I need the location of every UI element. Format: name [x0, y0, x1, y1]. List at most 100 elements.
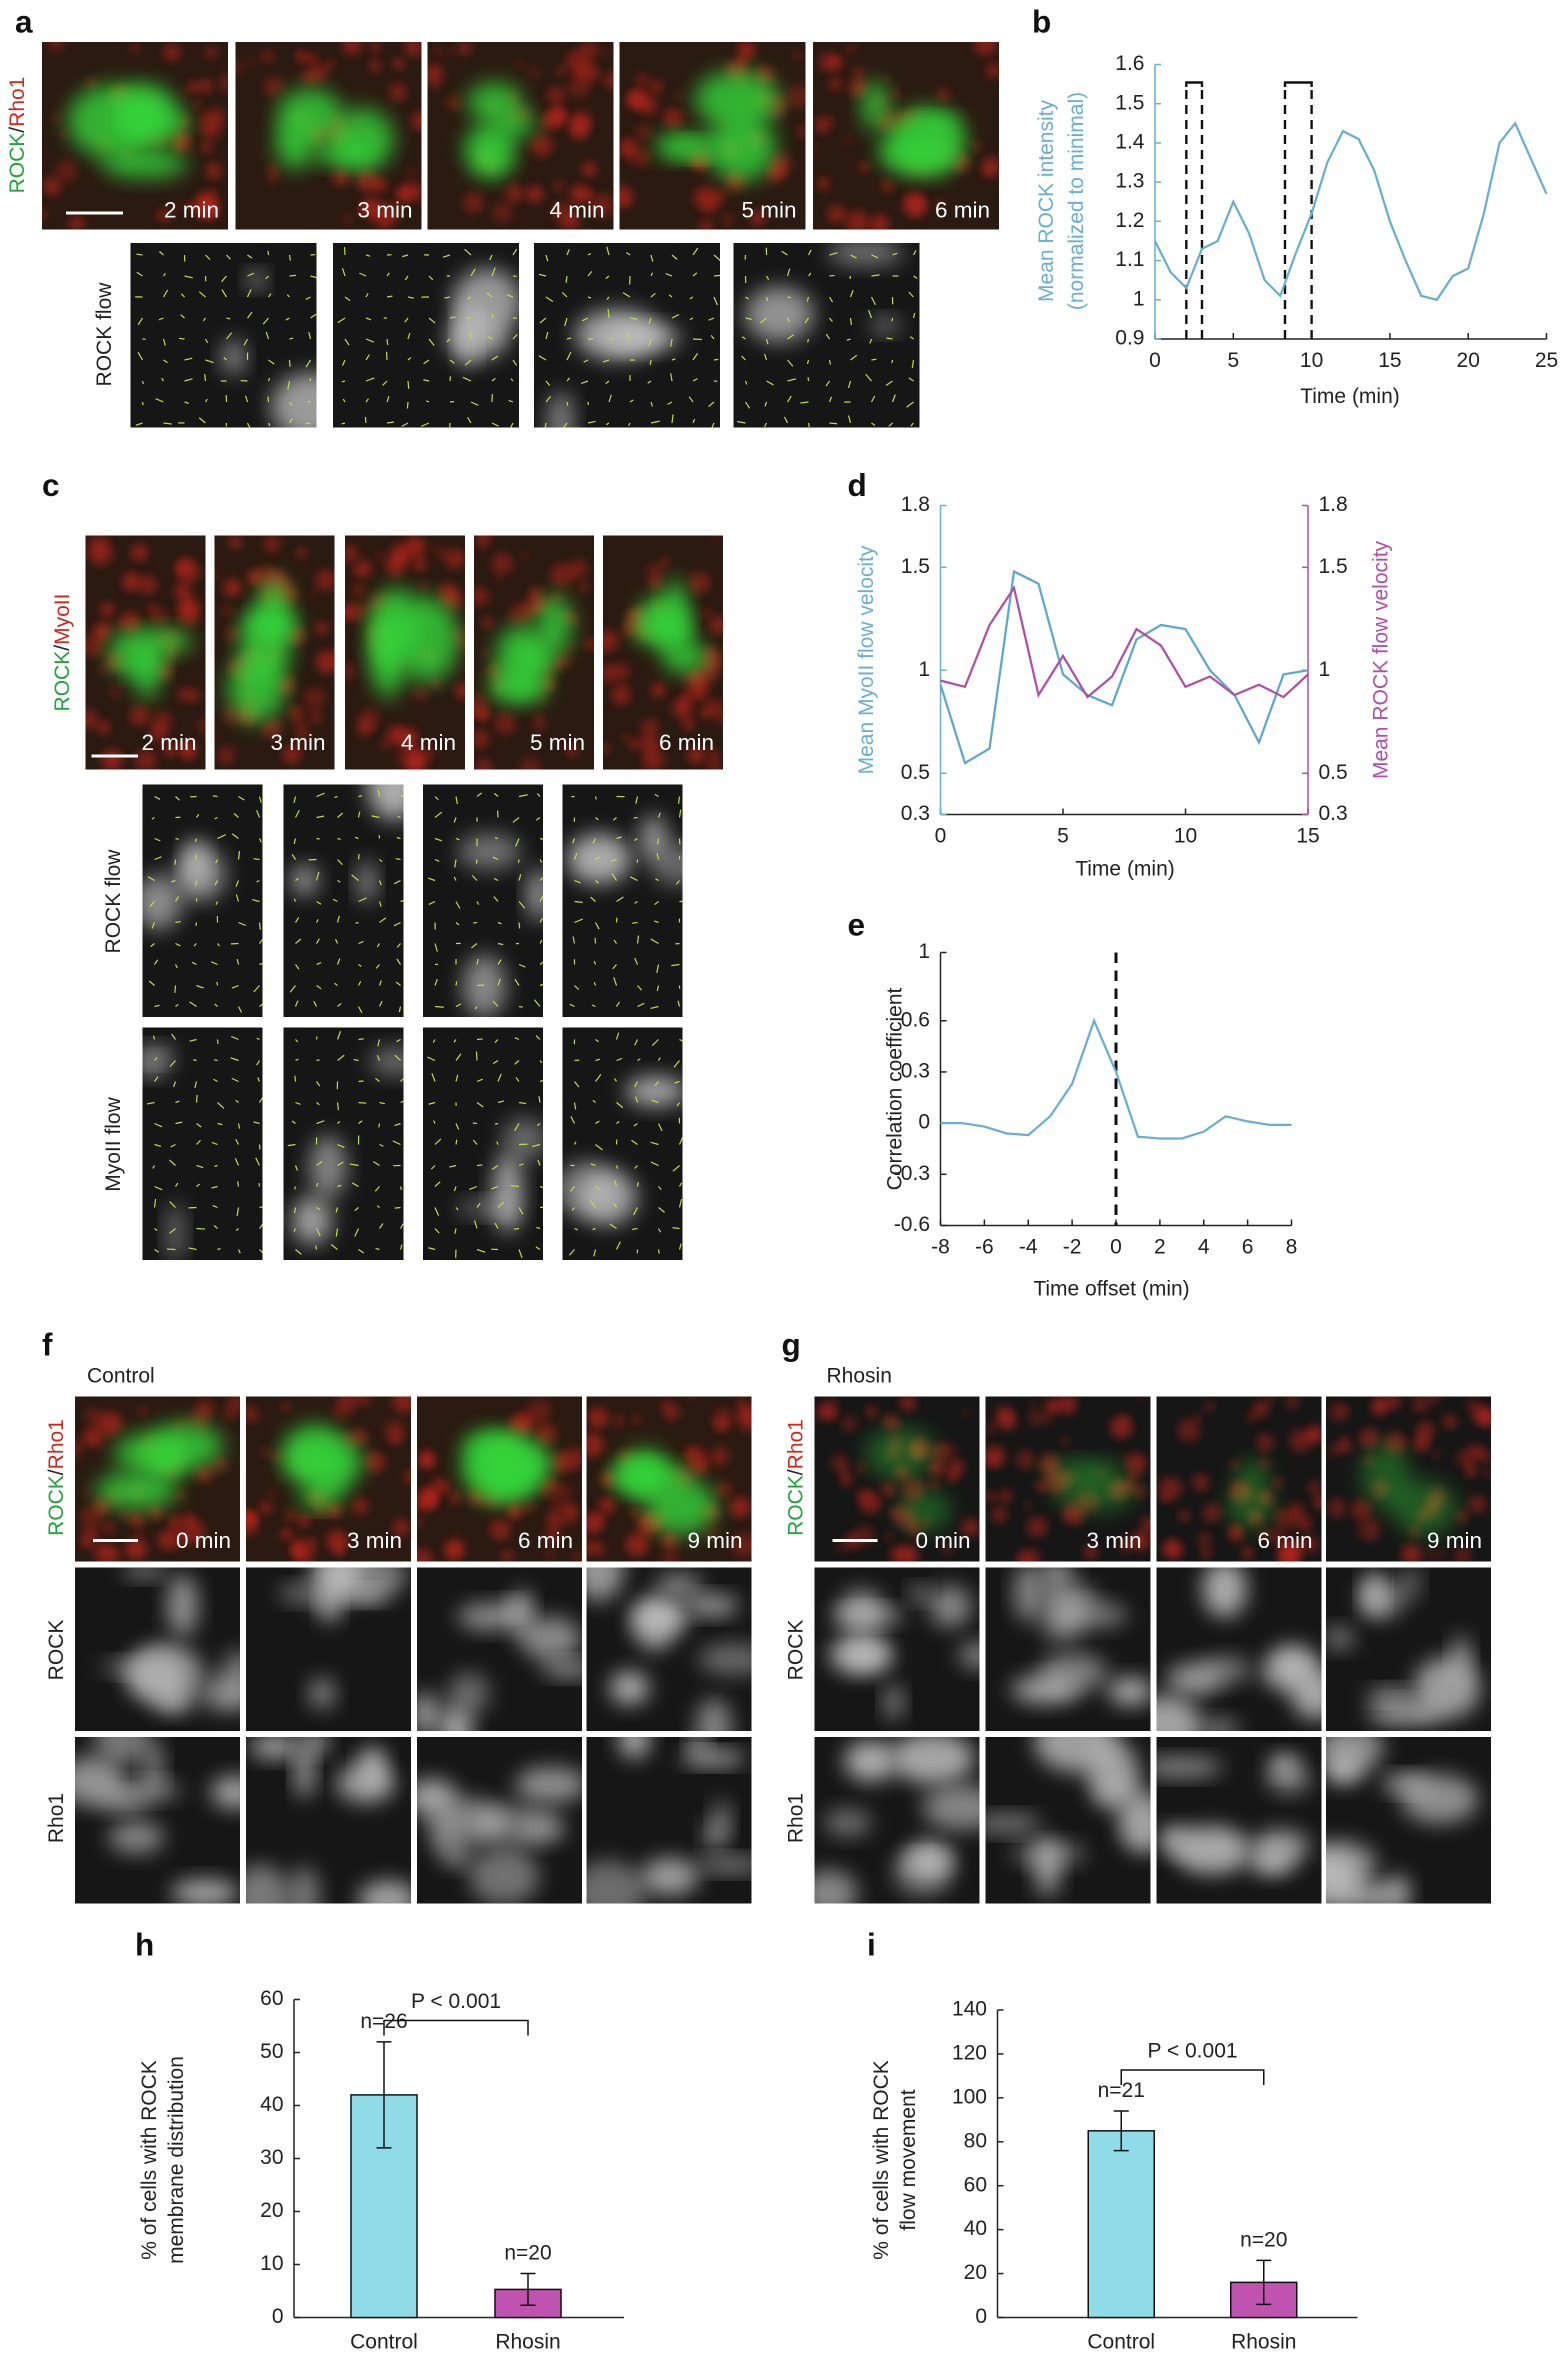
flow-arrow	[566, 377, 571, 382]
flow-arrow	[213, 1225, 218, 1229]
red-speckle	[1442, 1414, 1457, 1429]
micrograph	[586, 1737, 752, 1904]
flow-arrow	[449, 1164, 457, 1168]
flow-arrow	[538, 273, 547, 277]
flow-arrow	[518, 901, 526, 909]
flow-arrow	[204, 338, 209, 344]
flow-arrow	[506, 294, 514, 298]
gray-blob	[367, 784, 404, 821]
panel-letter: b	[1032, 3, 1051, 39]
flow-arrow	[496, 1141, 499, 1145]
flow-arrow	[518, 1101, 527, 1105]
flow-arrow	[216, 981, 219, 986]
flow-arrow	[587, 253, 592, 256]
condition-label: Control	[87, 1365, 155, 1388]
row-label: Rho1	[45, 1793, 68, 1843]
red-speckle	[581, 161, 597, 177]
green-blob	[94, 1472, 178, 1510]
flow-arrow	[316, 1120, 325, 1125]
gray-blob	[166, 1202, 185, 1260]
red-speckle	[474, 729, 490, 749]
red-speckle	[705, 1528, 716, 1539]
red-speckle	[300, 68, 318, 86]
flow-arrow	[656, 964, 660, 973]
red-speckle	[601, 48, 609, 57]
red-speckle	[1134, 1485, 1147, 1498]
micrograph-content	[42, 42, 228, 230]
flow-arrow	[518, 922, 521, 929]
red-speckle	[1426, 1549, 1436, 1559]
red-speckle	[603, 71, 614, 90]
red-speckle	[93, 1542, 114, 1562]
flow-arrow	[657, 1249, 660, 1254]
y-axis-label-part: flow movement	[897, 2089, 920, 2230]
red-speckle	[315, 1507, 326, 1517]
gray-blob	[1202, 1567, 1247, 1618]
x-tick-label: -2	[1063, 1236, 1082, 1259]
red-speckle	[625, 1532, 649, 1557]
red-speckle	[683, 718, 695, 730]
red-speckle	[99, 665, 107, 674]
micrograph-content	[813, 42, 999, 230]
flow-arrow	[493, 792, 499, 797]
flow-arrow	[539, 917, 543, 923]
red-speckle	[566, 642, 575, 651]
flow-arrow	[476, 1248, 486, 1253]
gray-blob	[108, 1820, 165, 1854]
flow-arrow	[587, 420, 596, 424]
flow-arrow	[849, 317, 853, 326]
flow-arrow	[294, 1186, 297, 1190]
flow-arrow	[335, 1228, 339, 1237]
flow-arrow	[595, 856, 601, 861]
flow-arrow	[344, 296, 351, 302]
flow-arrow	[476, 1038, 483, 1041]
flow-arrow	[637, 1002, 645, 1008]
flow-arrow	[256, 879, 260, 883]
flow-arrow	[154, 1056, 158, 1061]
gray-blob	[452, 268, 519, 336]
micrograph	[427, 42, 614, 230]
x-tick-label: 0	[1149, 349, 1161, 372]
red-speckle	[546, 1478, 554, 1486]
row-label: ROCK	[784, 1620, 807, 1681]
y-axis-label-part: Correlation coefficient	[883, 987, 906, 1190]
flow-arrow	[434, 811, 443, 818]
flow-arrow	[566, 249, 570, 256]
red-speckle	[296, 548, 307, 558]
micrograph-content	[130, 243, 317, 428]
gray-blob	[618, 1737, 650, 1759]
flow-arrow	[344, 338, 350, 346]
flow-arrow	[658, 1186, 662, 1191]
y-axis-label-part: Mean MyoII flow velocity	[855, 545, 878, 774]
micrograph-content	[1326, 1737, 1491, 1904]
flow-arrow	[537, 1159, 541, 1166]
red-speckle	[1230, 1460, 1240, 1470]
red-speckle	[1370, 1396, 1390, 1416]
flow-arrow	[433, 1120, 436, 1124]
flow-arrow	[253, 1121, 260, 1125]
red-speckle	[194, 191, 219, 216]
flow-arrow	[293, 898, 297, 902]
flow-arrow	[258, 1183, 261, 1187]
micrograph	[42, 42, 228, 230]
red-speckle	[1466, 1460, 1473, 1467]
flow-arrow	[626, 252, 631, 256]
gray-blob	[685, 1594, 739, 1617]
flow-arrow	[908, 291, 914, 298]
flow-arrow	[151, 922, 156, 929]
flow-arrow	[171, 1033, 176, 1040]
gray-blob	[142, 1056, 169, 1077]
red-speckle	[1241, 1546, 1254, 1560]
flow-arrow	[216, 1039, 219, 1045]
flow-arrow	[214, 880, 219, 886]
red-speckle	[526, 185, 544, 203]
flow-arrow	[204, 374, 207, 382]
flow-arrow	[473, 1220, 478, 1229]
flow-arrow	[175, 1100, 180, 1104]
flow-arrow	[234, 1157, 240, 1166]
flow-arrow	[491, 313, 494, 319]
green-blob	[662, 578, 689, 660]
flow-arrow	[512, 359, 518, 366]
flow-arrow	[358, 1248, 365, 1254]
gray-blob	[922, 1784, 980, 1831]
